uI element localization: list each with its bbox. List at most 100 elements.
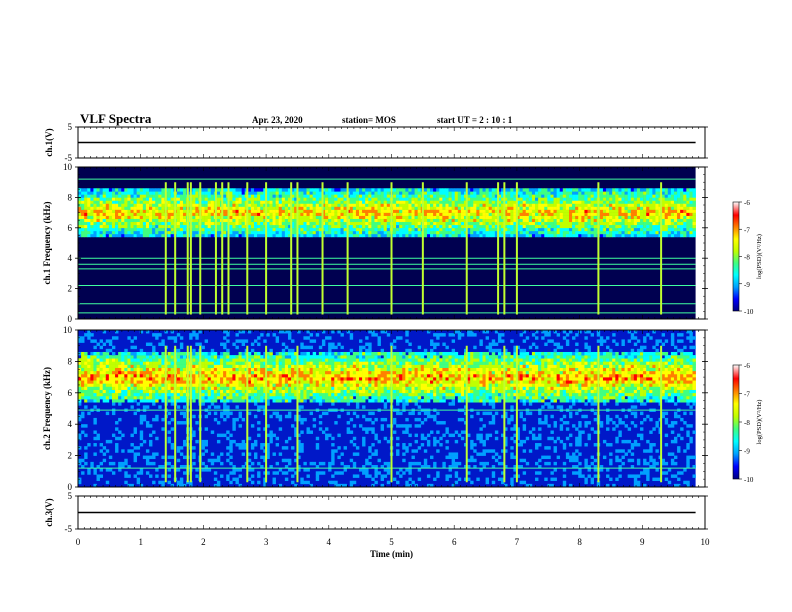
spectrogram-cell [235,209,239,213]
spectrogram-cell [392,188,397,192]
spectrogram-cell [408,218,412,223]
spectrogram-cell [392,221,397,226]
spectrogram-cell [451,206,456,210]
y-tick-label: 4 [68,253,73,263]
spectrogram-cell [278,203,283,207]
spectrogram-cell [272,230,276,235]
spectrogram-cell [81,230,85,235]
spectrogram-cell [624,191,628,195]
spectrogram-cell [559,212,564,216]
spectrogram-cell [451,218,456,223]
spectrogram-cell [318,206,323,210]
spectrogram-cell [167,392,171,397]
spectrogram-cell [247,212,252,216]
spectrogram-cell [670,191,675,195]
spectrogram-cell [414,194,418,198]
spectrogram-cell [99,386,104,390]
spectrogram-cell [519,224,523,229]
spectrogram-cell [442,233,446,238]
spectrogram-cell [677,230,681,235]
spectrogram-cell [121,200,125,204]
spectrogram-cell [133,361,137,365]
spectrogram-cell [386,200,391,204]
spectrogram-cell [337,224,341,229]
spectrogram-cell [501,224,505,229]
spectrogram-cell [513,194,517,198]
spectrogram-cell [643,206,647,210]
spectrogram-cell [337,218,341,223]
spectrogram-cell [182,215,187,219]
spectrogram-cell [522,221,527,226]
spectrogram-cell [99,395,104,400]
spectrogram-cell [223,402,227,406]
spectrogram-cell [263,206,267,210]
spectrogram-cell [223,351,227,356]
spectrogram-cell [460,191,465,195]
spectrogram-cell [118,233,122,238]
spectrogram-cell [155,468,159,472]
spectrogram-cell [528,227,533,232]
spectrogram-cell [272,209,276,213]
spectrogram-cell [182,443,187,447]
spectrogram-cell [102,355,107,359]
spectrogram-cell [312,203,317,207]
spectrogram-cell [250,191,255,195]
spectrogram-cell [158,367,162,372]
spectrogram-cell [93,468,97,472]
spectrogram-cell [133,373,137,378]
spectrogram-cell [649,233,653,238]
spectrogram-cell [315,209,320,213]
spectrogram-cell [223,227,227,232]
spectrogram-cell [170,386,175,390]
spectrogram-cell [405,227,409,232]
spectrogram-cell [111,224,116,229]
spectrogram-cell [263,218,267,223]
spectrogram-cell [158,188,162,192]
spectrogram-cell [201,399,205,403]
spectrogram-cell [584,206,588,210]
spectrogram-cell [488,206,493,210]
spectrogram-cell [525,188,530,192]
spectrogram-cell [392,224,397,229]
spectrogram-cell [96,465,100,469]
spectrogram-cell [646,233,650,238]
spectrogram-cell [559,206,564,210]
spectrogram-cell [130,399,134,403]
spectrogram-cell [359,194,363,198]
spectrogram-cell [269,191,273,195]
spectrogram-cell [300,230,304,235]
spectrogram-cell [417,212,422,216]
spectrogram-cell [192,361,196,365]
spectrogram-cell [260,221,264,226]
spectrogram-cell [201,212,205,216]
spectrogram-cell [673,230,678,235]
spectrogram-cell [291,227,295,232]
spectrogram-cell [488,221,493,226]
spectrogram-cell [201,209,205,213]
spectrogram-cell [111,380,116,384]
spectrogram-cell [692,230,696,235]
spectrogram-cell [510,221,514,226]
spectrogram-cell [115,227,119,232]
spectrogram-cell [139,417,144,422]
spectrogram-cell [81,206,85,210]
spectrogram-cell [300,188,304,192]
spectrogram-cell [593,188,598,192]
spectrogram-cell [362,203,366,207]
spectrogram-cell [312,197,317,201]
spectrogram-cell [340,233,344,238]
spectrogram-cell [111,411,116,416]
spectrogram-cell [497,203,502,207]
spectrogram-cell [612,218,616,223]
spectrogram-cell [247,233,252,238]
spectrogram-cell [142,367,147,372]
spectrogram-cell [544,221,548,226]
spectrogram-cell [291,212,295,216]
spectrogram-cell [167,421,171,425]
spectrogram-cell [309,191,313,195]
spectrogram-cell [278,218,283,223]
spectrogram-cell [115,449,119,453]
spectrogram-cell [383,233,388,238]
spectrogram-cell [633,233,638,238]
spectrogram-cell [396,191,400,195]
